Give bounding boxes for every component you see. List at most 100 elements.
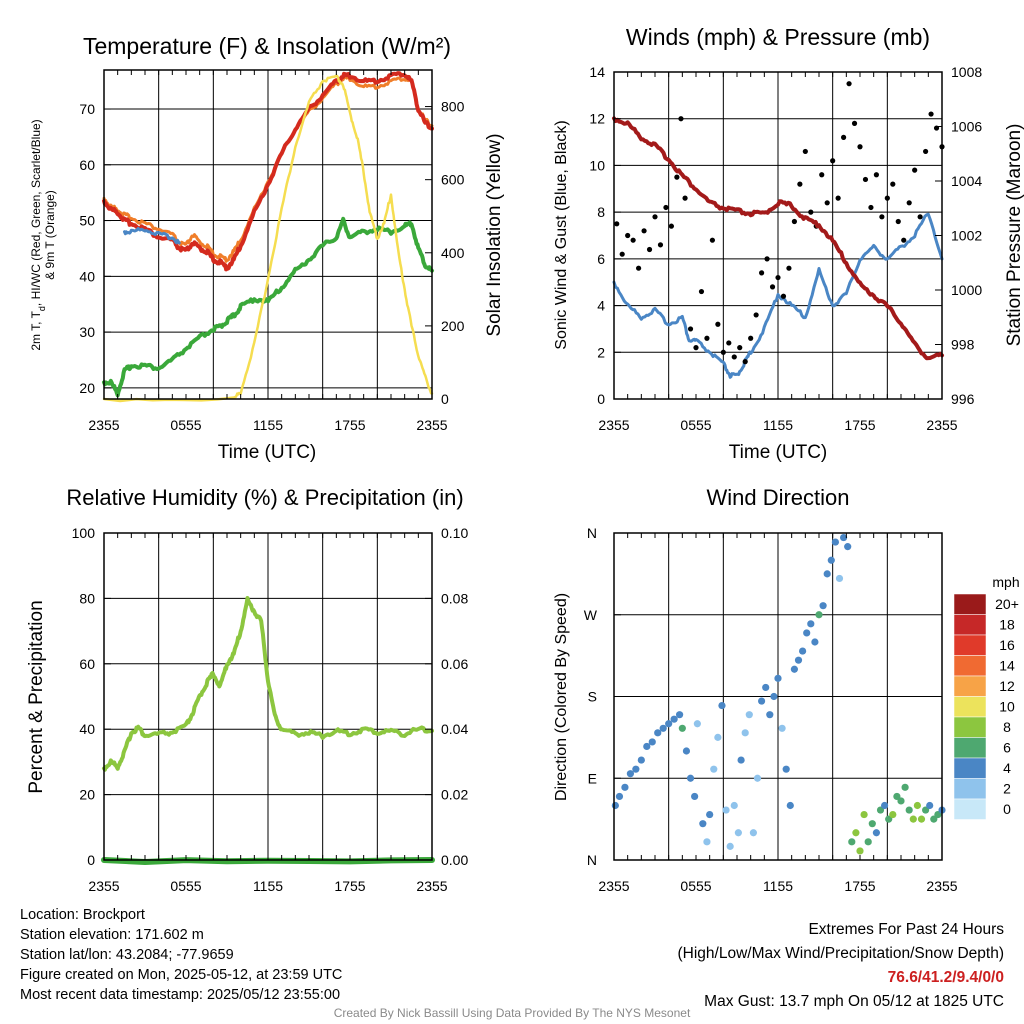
humidity-ytick-label: 60 bbox=[79, 656, 95, 672]
wind-direction-point bbox=[749, 829, 758, 837]
humidity-title: Relative Humidity (%) & Precipitation (i… bbox=[66, 485, 463, 510]
temperature-xtick-label: 2355 bbox=[416, 417, 447, 433]
credit-text: Created By Nick Bassill Using Data Provi… bbox=[333, 1006, 691, 1020]
wind-direction-point bbox=[621, 783, 629, 791]
direction-ytick-label: N bbox=[587, 525, 597, 541]
wind-direction-point bbox=[718, 701, 726, 710]
temperature-series-2m-t-red- bbox=[102, 71, 434, 272]
wind-direction-point bbox=[807, 620, 815, 628]
gust-point bbox=[841, 134, 847, 140]
legend-label: 2 bbox=[1003, 781, 1011, 797]
gust-point bbox=[775, 274, 781, 281]
gust-point bbox=[619, 251, 625, 257]
winds-ytick-label: 12 bbox=[589, 111, 605, 127]
wind-direction-point bbox=[913, 801, 922, 810]
winds-ylabel-left: Sonic Wind & Gust (Blue, Black) bbox=[553, 120, 570, 349]
wind-direction-point bbox=[766, 711, 774, 719]
temperature-ytick-label: 20 bbox=[79, 380, 95, 396]
wind-direction-point bbox=[758, 697, 766, 705]
wind-direction-point bbox=[648, 738, 656, 746]
elevation-text: Station elevation: 171.602 m bbox=[20, 927, 204, 943]
wind-direction-point bbox=[782, 765, 790, 773]
wind-direction-point bbox=[706, 810, 714, 819]
wind-direction-point bbox=[909, 815, 917, 823]
gust-point bbox=[819, 172, 825, 178]
legend-label: 0 bbox=[1003, 801, 1011, 817]
humidity-ytick-label: 80 bbox=[79, 590, 95, 606]
temperature-series-9m-t-orange- bbox=[102, 75, 434, 263]
temperature-panel: Temperature (F) & Insolation (W/m²) 2m T… bbox=[29, 33, 505, 463]
winds-ylabel-right: Station Pressure (Maroon) bbox=[1004, 124, 1024, 347]
gust-point bbox=[802, 148, 808, 155]
winds-ytick-label: 4 bbox=[597, 298, 605, 314]
wind-direction-point bbox=[637, 756, 645, 764]
wind-direction-point bbox=[823, 570, 831, 578]
wind-direction-point bbox=[678, 724, 686, 732]
gust-point bbox=[901, 237, 907, 243]
gust-point bbox=[709, 237, 716, 243]
gust-point bbox=[742, 359, 748, 365]
gust-point bbox=[663, 204, 669, 211]
gust-point bbox=[625, 232, 631, 239]
gust-point bbox=[720, 349, 726, 355]
legend-label: 20+ bbox=[995, 596, 1019, 612]
humidity-ytick-label-right: 0.04 bbox=[441, 721, 468, 737]
legend-swatch bbox=[953, 593, 987, 615]
wind-direction-point bbox=[852, 829, 860, 837]
legend-label: 4 bbox=[1003, 760, 1011, 776]
legend-swatch bbox=[953, 798, 987, 820]
gust-point bbox=[726, 340, 732, 346]
gust-point bbox=[715, 321, 721, 327]
temperature-ytick-label: 60 bbox=[79, 157, 95, 173]
wind-direction-point bbox=[770, 692, 778, 701]
gust-point bbox=[912, 167, 918, 173]
temperature-ytick-label-right: 800 bbox=[441, 99, 465, 115]
wind-direction-point bbox=[734, 829, 742, 837]
legend-label: 10 bbox=[999, 699, 1015, 715]
winds-ytick-label-right: 1008 bbox=[951, 64, 982, 80]
gust-point bbox=[678, 116, 684, 122]
wind-direction-point bbox=[799, 647, 807, 655]
wind-direction-point bbox=[827, 556, 835, 564]
gust-point bbox=[630, 237, 636, 243]
temperature-series-solar-insolation-yellow- bbox=[102, 74, 434, 403]
winds-ytick-label: 2 bbox=[597, 344, 605, 360]
gust-point bbox=[641, 228, 647, 234]
wind-direction-point bbox=[856, 847, 864, 855]
gust-point bbox=[668, 223, 675, 229]
humidity-ytick-label: 20 bbox=[79, 787, 95, 803]
created-text: Figure created on Mon, 2025-05-12, at 23… bbox=[20, 967, 343, 983]
wind-direction-point bbox=[699, 820, 707, 828]
wind-direction-point bbox=[864, 838, 872, 846]
gust-point bbox=[764, 256, 770, 262]
gust-point bbox=[808, 209, 814, 215]
gust-point bbox=[731, 354, 737, 360]
wind-direction-point bbox=[819, 602, 827, 610]
wind-direction-point bbox=[726, 842, 734, 850]
winds-plot: 2355 0555 1155 1755 2355 0 2 4 6 8 10 12 14 996 998 100… bbox=[589, 64, 982, 433]
wind-direction-point bbox=[722, 806, 730, 814]
wind-direction-point bbox=[762, 683, 770, 692]
wind-direction-point bbox=[741, 729, 749, 737]
gust-point bbox=[693, 345, 699, 351]
extremes-box: Extremes For Past 24 Hours (High/Low/Max… bbox=[678, 918, 1005, 1014]
gust-point bbox=[753, 312, 759, 318]
winds-panel: Winds (mph) & Pressure (mb) Sonic Wind &… bbox=[553, 24, 1024, 463]
wind-direction-point bbox=[835, 574, 844, 583]
humidity-ytick-label: 100 bbox=[72, 525, 96, 541]
gust-point bbox=[873, 172, 880, 178]
direction-xtick-label: 2355 bbox=[598, 878, 629, 894]
winds-ytick-label: 6 bbox=[597, 251, 605, 267]
gust-point bbox=[857, 144, 863, 150]
legend-swatch bbox=[953, 655, 987, 677]
direction-title: Wind Direction bbox=[706, 485, 849, 510]
temperature-xtick-label: 1755 bbox=[334, 417, 365, 433]
wind-direction-point bbox=[917, 815, 926, 823]
temperature-xlabel: Time (UTC) bbox=[218, 442, 317, 463]
gust-point bbox=[636, 265, 642, 271]
humidity-ytick-label-right: 0.10 bbox=[441, 525, 468, 541]
winds-title: Winds (mph) & Pressure (mb) bbox=[626, 24, 930, 50]
winds-xlabel: Time (UTC) bbox=[729, 442, 828, 463]
gust-point bbox=[614, 221, 620, 227]
